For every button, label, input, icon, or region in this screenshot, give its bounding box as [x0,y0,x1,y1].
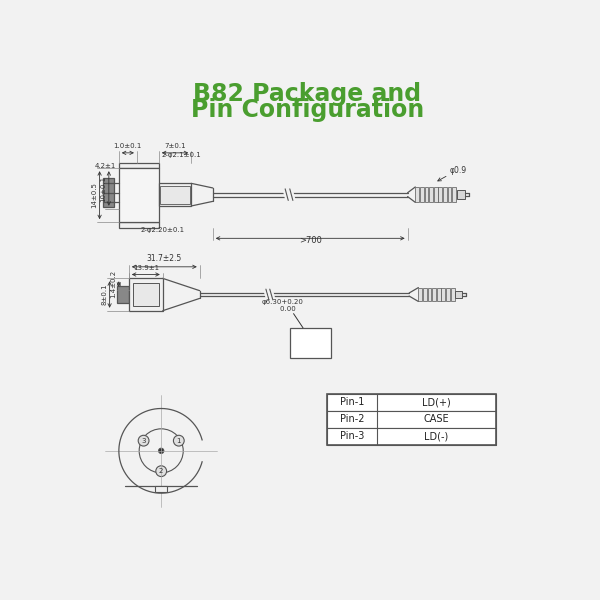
Text: LD(-): LD(-) [424,431,449,441]
Bar [327,411,496,428]
Bar [442,287,445,301]
Bar [118,286,129,302]
Text: φ6.30+0.20
        0.00: φ6.30+0.20 0.00 [262,299,304,312]
Bar [327,394,496,411]
Text: 13.9±1: 13.9±1 [133,265,159,271]
Text: 1: 1 [176,437,181,443]
Bar [103,178,114,207]
Bar [425,187,428,202]
Bar [119,168,159,222]
Text: CASE: CASE [424,414,449,424]
Bar [133,283,159,306]
Circle shape [173,435,184,446]
Text: 3: 3 [142,437,146,443]
Bar [448,187,451,202]
Text: φ0.9: φ0.9 [450,166,467,175]
Text: 8±0.1: 8±0.1 [101,284,107,305]
Circle shape [158,448,164,454]
Text: 2-φ2.1±0.1: 2-φ2.1±0.1 [162,152,202,158]
Text: Pin-2: Pin-2 [340,414,364,424]
Text: 2-φ2.20±0.1: 2-φ2.20±0.1 [140,227,185,233]
Bar [155,485,167,492]
Circle shape [126,205,140,218]
Circle shape [301,333,322,353]
Bar [452,187,456,202]
Bar [119,222,159,227]
Text: 10±0.1: 10±0.1 [101,175,107,202]
Text: 1.4±0.2: 1.4±0.2 [110,270,116,298]
Bar [437,287,441,301]
Bar [129,278,163,311]
Text: Pin-3: Pin-3 [340,431,364,441]
Bar [429,187,433,202]
Text: 1.0±0.1: 1.0±0.1 [113,143,142,149]
Bar [119,163,159,168]
Bar [443,187,447,202]
Bar [290,328,331,358]
Text: Pin-1: Pin-1 [340,397,364,407]
Text: 14±0.5: 14±0.5 [91,182,97,208]
Text: 7±0.1: 7±0.1 [164,143,186,149]
Bar [432,287,436,301]
Bar [428,287,431,301]
Bar [457,190,464,199]
Text: B82 Package and: B82 Package and [193,82,422,106]
Circle shape [138,435,149,446]
Text: >700: >700 [299,236,322,245]
Bar [446,287,450,301]
Text: 31.7±2.5: 31.7±2.5 [146,254,182,263]
Bar [451,287,455,301]
Bar [160,185,190,203]
Bar [439,187,442,202]
Text: Pin Configuration: Pin Configuration [191,98,424,122]
Bar [420,187,424,202]
Bar [327,428,496,445]
Text: 4.2±1: 4.2±1 [94,163,116,169]
Circle shape [156,466,167,476]
Bar [418,287,422,301]
Bar [434,187,437,202]
Text: LD(+): LD(+) [422,397,451,407]
Bar [455,291,462,298]
Bar [423,287,427,301]
Bar [159,184,191,206]
Bar [327,394,496,445]
Text: 2: 2 [159,468,163,474]
Bar [415,187,419,202]
